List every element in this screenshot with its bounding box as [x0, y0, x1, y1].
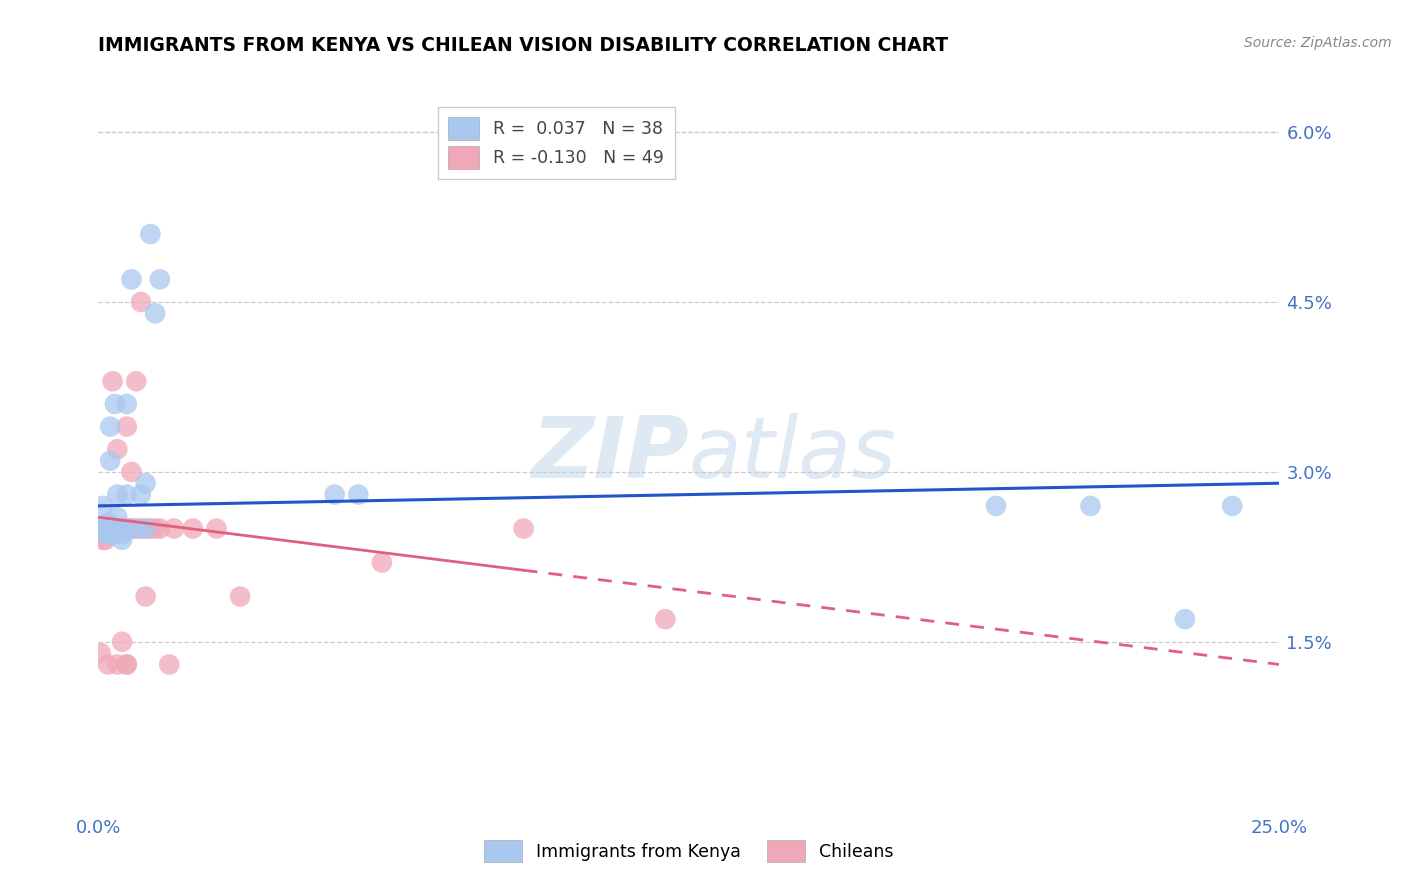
- Point: [111, 522, 134, 536]
- Point: [101, 527, 124, 541]
- Point: [129, 295, 152, 310]
- Text: Source: ZipAtlas.com: Source: ZipAtlas.com: [1244, 36, 1392, 50]
- Point: [111, 635, 134, 649]
- Point: [323, 487, 346, 501]
- Point: [91, 499, 114, 513]
- Point: [101, 527, 124, 541]
- Point: [984, 499, 1007, 513]
- Point: [135, 476, 157, 491]
- Point: [135, 590, 157, 604]
- Point: [125, 522, 148, 536]
- Point: [97, 657, 120, 672]
- Point: [101, 522, 124, 536]
- Point: [143, 522, 166, 536]
- Point: [163, 522, 186, 536]
- Point: [135, 522, 157, 536]
- Point: [205, 522, 228, 536]
- Point: [139, 227, 162, 241]
- Point: [121, 522, 143, 536]
- Point: [121, 272, 143, 286]
- Point: [115, 522, 138, 536]
- Text: atlas: atlas: [689, 413, 897, 497]
- Point: [91, 522, 114, 536]
- Text: ZIP: ZIP: [531, 413, 689, 497]
- Point: [121, 522, 143, 536]
- Point: [512, 522, 534, 536]
- Point: [1220, 499, 1243, 513]
- Point: [97, 522, 120, 536]
- Text: IMMIGRANTS FROM KENYA VS CHILEAN VISION DISABILITY CORRELATION CHART: IMMIGRANTS FROM KENYA VS CHILEAN VISION …: [98, 36, 949, 54]
- Point: [1080, 499, 1102, 513]
- Point: [97, 522, 120, 536]
- Point: [101, 374, 124, 388]
- Point: [101, 522, 124, 536]
- Point: [125, 522, 148, 536]
- Point: [181, 522, 204, 536]
- Point: [115, 487, 138, 501]
- Point: [115, 397, 138, 411]
- Point: [90, 522, 112, 536]
- Point: [97, 522, 120, 536]
- Point: [105, 522, 128, 536]
- Point: [104, 397, 127, 411]
- Point: [105, 522, 128, 536]
- Point: [101, 522, 124, 536]
- Point: [371, 556, 394, 570]
- Point: [94, 522, 117, 536]
- Point: [97, 522, 120, 536]
- Point: [111, 522, 134, 536]
- Point: [121, 465, 143, 479]
- Point: [115, 657, 138, 672]
- Point: [654, 612, 676, 626]
- Point: [91, 522, 114, 536]
- Point: [91, 533, 114, 547]
- Point: [143, 306, 166, 320]
- Point: [115, 657, 138, 672]
- Point: [115, 419, 138, 434]
- Point: [90, 646, 112, 660]
- Point: [111, 522, 134, 536]
- Point: [347, 487, 370, 501]
- Point: [101, 522, 124, 536]
- Point: [105, 487, 128, 501]
- Point: [157, 657, 180, 672]
- Point: [149, 272, 172, 286]
- Point: [149, 522, 172, 536]
- Point: [111, 527, 134, 541]
- Point: [101, 522, 124, 536]
- Point: [229, 590, 252, 604]
- Point: [135, 522, 157, 536]
- Point: [105, 442, 128, 457]
- Point: [90, 522, 112, 536]
- Point: [111, 522, 134, 536]
- Point: [139, 522, 162, 536]
- Point: [129, 522, 152, 536]
- Point: [94, 522, 117, 536]
- Legend: Immigrants from Kenya, Chileans: Immigrants from Kenya, Chileans: [475, 831, 903, 871]
- Point: [105, 657, 128, 672]
- Point: [129, 487, 152, 501]
- Point: [98, 419, 121, 434]
- Point: [105, 522, 128, 536]
- Point: [98, 453, 121, 467]
- Point: [111, 533, 134, 547]
- Point: [94, 533, 117, 547]
- Point: [101, 522, 124, 536]
- Point: [125, 374, 148, 388]
- Point: [105, 522, 128, 536]
- Point: [105, 510, 128, 524]
- Point: [91, 522, 114, 536]
- Point: [94, 527, 117, 541]
- Point: [97, 516, 120, 530]
- Point: [1174, 612, 1197, 626]
- Point: [101, 527, 124, 541]
- Point: [97, 522, 120, 536]
